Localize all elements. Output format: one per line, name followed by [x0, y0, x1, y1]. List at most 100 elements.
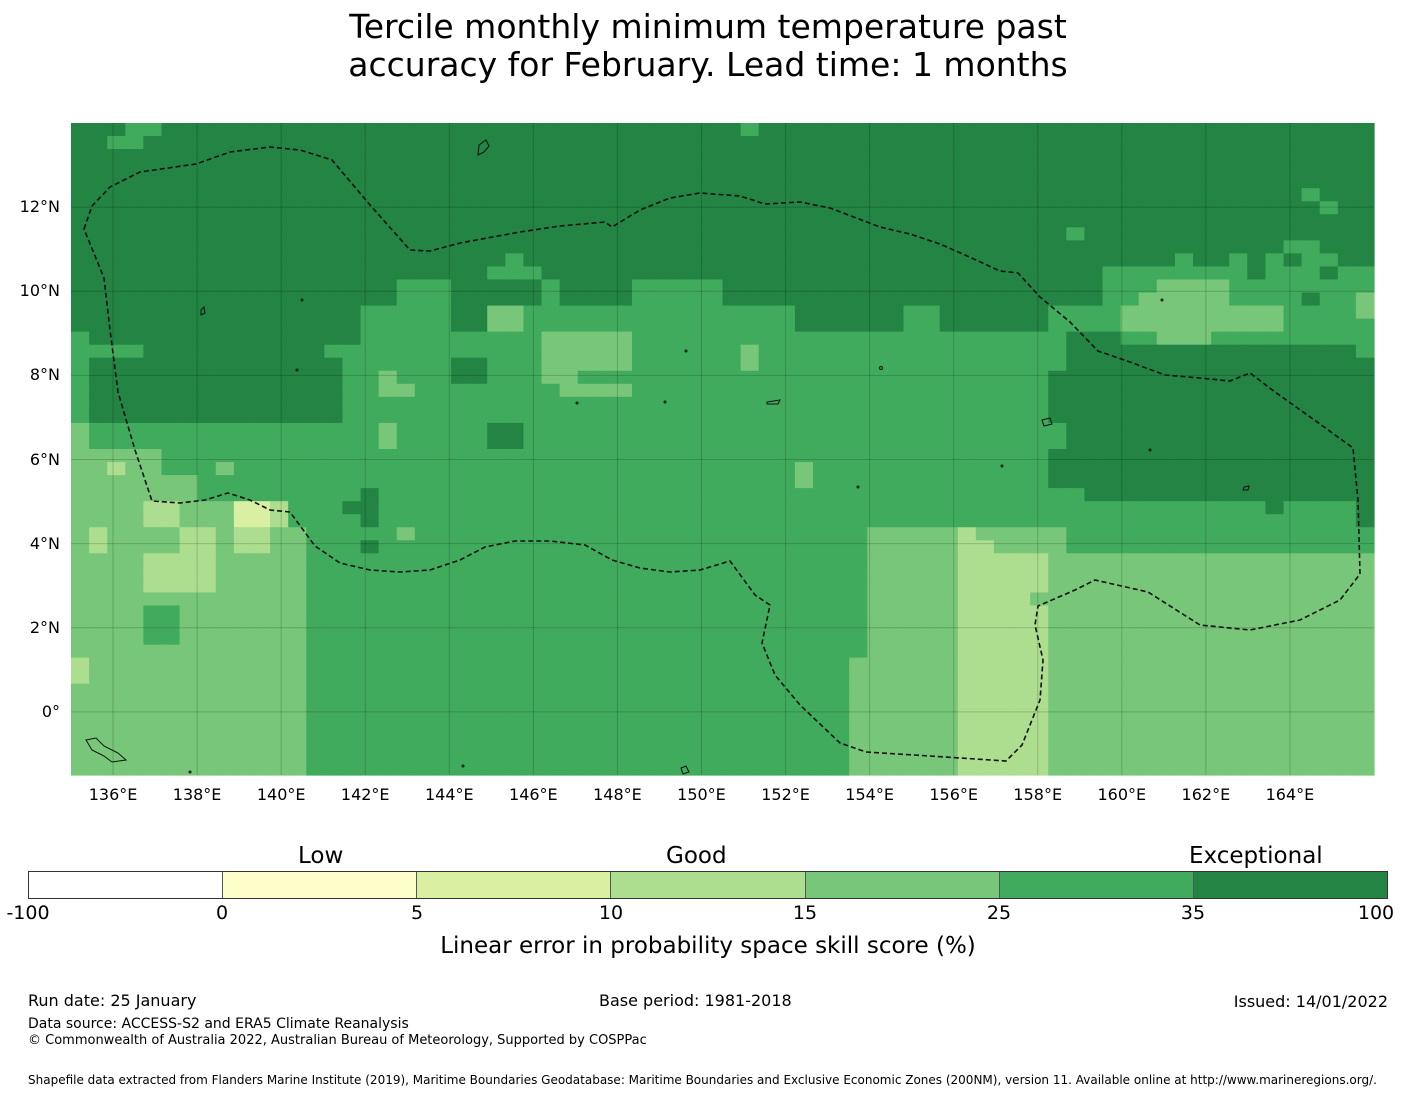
skill-cell: [1174, 435, 1194, 450]
skill-cell: [197, 592, 217, 607]
skill-cell: [107, 149, 126, 163]
skill-cell: [1174, 318, 1194, 333]
skill-cell: [89, 657, 108, 672]
skill-cell: [595, 136, 615, 150]
skill-cell: [432, 657, 452, 672]
skill-cell: [650, 514, 669, 528]
skill-cell: [1030, 305, 1049, 320]
skill-cell: [107, 579, 126, 594]
skill-cell: [1211, 123, 1230, 137]
skill-cell: [957, 514, 977, 528]
skill-cell: [686, 501, 706, 515]
skill-cell: [1337, 709, 1357, 724]
skill-cell: [432, 422, 452, 437]
skill-cell: [577, 527, 597, 541]
skill-cell: [939, 253, 959, 268]
skill-cell: [632, 370, 651, 385]
skill-cell: [867, 644, 886, 659]
skill-cell: [1030, 592, 1049, 607]
skill-cell: [270, 318, 289, 333]
skill-cell: [794, 409, 814, 424]
skill-cell: [125, 149, 144, 163]
skill-cell: [794, 514, 814, 528]
latitude-label: 6°N: [29, 449, 60, 469]
skill-cell: [668, 409, 687, 424]
skill-cell: [632, 435, 651, 450]
skill-cell: [975, 240, 995, 254]
skill-cell: [541, 527, 561, 541]
skill-cell: [776, 566, 796, 580]
latitude-label: 4°N: [29, 533, 60, 553]
skill-cell: [360, 396, 380, 411]
skill-cell: [1120, 488, 1140, 502]
skill-cell: [559, 592, 579, 607]
skill-cell: [975, 657, 995, 672]
skill-cell: [1048, 357, 1067, 372]
skill-cell: [885, 123, 905, 137]
skill-cell: [921, 422, 941, 437]
skill-cell: [1174, 501, 1194, 515]
skill-cell: [1120, 136, 1140, 150]
skill-cell: [993, 527, 1013, 541]
skill-cell: [71, 266, 90, 281]
skill-cell: [143, 318, 163, 333]
skill-cell: [342, 279, 362, 294]
skill-cell: [487, 136, 506, 150]
skill-cell: [921, 370, 941, 385]
skill-cell: [1337, 331, 1357, 346]
skill-cell: [1066, 644, 1086, 659]
skill-cell: [1084, 292, 1104, 307]
skill-cell: [849, 227, 868, 241]
skill-cell: [668, 188, 687, 202]
skill-cell: [794, 435, 814, 450]
skill-cell: [378, 253, 398, 268]
skill-cell: [686, 435, 706, 450]
skill-cell: [1048, 462, 1067, 476]
skill-cell: [849, 435, 868, 450]
skill-cell: [71, 344, 90, 359]
skill-cell: [993, 501, 1013, 515]
skill-cell: [179, 488, 199, 502]
skill-cell: [1355, 409, 1375, 424]
skill-cell: [451, 214, 470, 228]
skill-cell: [613, 201, 633, 215]
skill-cell: [288, 409, 307, 424]
skill-cell: [1265, 331, 1285, 346]
skill-cell: [1319, 240, 1339, 254]
skill-cell: [632, 527, 651, 541]
skill-cell: [758, 357, 778, 372]
skill-cell: [867, 514, 886, 528]
skill-cell: [1174, 644, 1194, 659]
skill-cell: [1120, 631, 1140, 646]
skill-cell: [1012, 488, 1031, 502]
skill-cell: [1156, 618, 1176, 633]
skill-cell: [1174, 123, 1194, 137]
skill-cell: [125, 592, 144, 607]
skill-cell: [89, 501, 108, 515]
skill-cell: [975, 722, 995, 737]
skill-cell: [414, 462, 434, 476]
skill-cell: [758, 722, 778, 737]
skill-cell: [957, 631, 977, 646]
skill-cell: [559, 501, 579, 515]
skill-cell: [559, 618, 579, 633]
skill-cell: [613, 331, 633, 346]
colorbar-segment: [1193, 872, 1387, 898]
skill-cell: [885, 761, 905, 776]
skill-cell: [595, 748, 615, 763]
skill-cell: [921, 644, 941, 659]
skill-cell: [722, 553, 742, 567]
skill-cell: [1120, 514, 1140, 528]
skill-cell: [1102, 175, 1122, 189]
skill-cell: [251, 422, 271, 437]
skill-cell: [469, 305, 488, 320]
skill-cell: [89, 305, 108, 320]
skill-cell: [1319, 709, 1339, 724]
latitude-label: 2°N: [29, 617, 60, 637]
skill-cell: [1012, 162, 1031, 176]
skill-cell: [1337, 631, 1357, 646]
skill-cell: [360, 657, 380, 672]
skill-cell: [1066, 475, 1086, 489]
skill-cell: [89, 435, 108, 450]
skill-cell: [1138, 292, 1158, 307]
